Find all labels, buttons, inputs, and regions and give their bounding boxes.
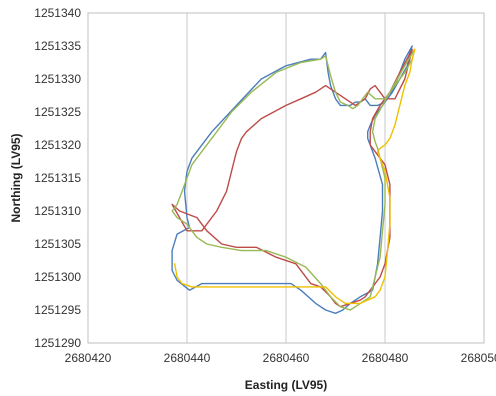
x-tick-label: 2680500 [461,351,496,365]
x-tick-label: 2680420 [65,351,112,365]
x-axis-ticks: 2680420 2680440 2680460 2680480 2680500 [65,351,496,365]
y-tick-label: 1251340 [34,6,81,20]
x-tick-label: 2680460 [263,351,310,365]
y-tick-label: 1251295 [34,303,81,317]
y-tick-label: 1251310 [34,204,81,218]
y-tick-label: 1251315 [34,171,81,185]
y-tick-label: 1251300 [34,270,81,284]
plot-area [87,12,485,344]
x-tick-label: 2680440 [164,351,211,365]
y-tick-label: 1251290 [34,336,81,350]
y-tick-label: 1251305 [34,237,81,251]
y-tick-label: 1251320 [34,138,81,152]
x-axis-title: Easting (LV95) [245,378,327,392]
series-group [171,45,416,314]
y-tick-label: 1251325 [34,105,81,119]
y-axis-ticks: 1251290 1251295 1251300 1251305 1251310 12513… [34,6,81,350]
y-tick-label: 1251335 [34,39,81,53]
series-line-2 [171,48,413,308]
series-line-4 [173,48,416,305]
x-tick-label: 2680480 [362,351,409,365]
y-axis-title: Northing (LV95) [9,133,23,222]
y-tick-label: 1251330 [34,72,81,86]
